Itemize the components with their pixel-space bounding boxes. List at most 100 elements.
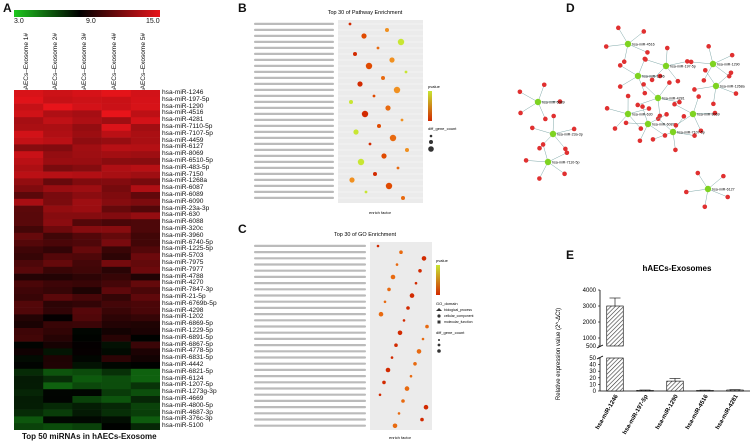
mirna-label: hsa-miR-1268a [162,177,208,185]
x-tick-label: hsa-miR-4516 [685,393,710,430]
heatmap-cell [130,396,160,404]
network-edge [552,133,566,150]
heatmap-cell [130,314,160,322]
heatmap-cell [14,130,44,138]
heatmap-cell [130,253,160,261]
heatmap-cell [101,90,132,98]
pathway-legend-pvalue: pvalue [428,84,441,89]
heatmap-cell [101,402,132,410]
target-gene-node [657,73,663,79]
heatmap-cell [72,362,102,370]
mirna-label: hsa-miR-4516 [162,109,204,117]
heatmap-cell [43,396,73,404]
go-dot [397,412,401,415]
go-dot [423,404,429,410]
sample-label: hAECs–Exosome 1# [23,33,30,93]
y-tick-label: 20 [589,376,596,382]
heatmap-cell [130,219,160,227]
pathway-dot [373,172,377,176]
domain-shape-cc [437,314,441,318]
heatmap-cell [43,219,73,227]
heatmap-cell [72,402,102,410]
target-gene-node [664,45,670,51]
mirna-label: hsa-miR-4778-5p [162,347,213,355]
pathway-term-label [254,130,334,133]
heatmap-cell [130,368,160,376]
go-dot [378,311,384,317]
heatmap-cell [101,389,132,397]
go-plot-area [370,242,432,430]
target-gene-node [543,116,548,122]
heatmap-cell [43,205,73,213]
target-gene-node [667,80,672,85]
heatmap-cell [72,334,102,342]
heatmap-cell [101,124,132,132]
network-edge [647,123,666,136]
network-edge [715,85,737,94]
go-dot [413,362,417,366]
target-gene-node [604,106,610,111]
mirna-label: hsa-miR-6740-5p [162,238,213,246]
heatmap-cell [14,96,44,104]
pathway-dot [372,94,376,98]
network-edge [520,101,539,114]
count-size-small [429,134,433,138]
heatmap-cell [43,287,73,295]
heatmap-cell [72,124,102,132]
y-tick-label: 0 [593,389,597,395]
target-gene-node [701,78,707,83]
heatmap-cell [101,110,132,118]
heatmap-cell [14,117,44,125]
network-edge [606,43,629,47]
pathway-term-label [254,136,334,139]
heatmap-cell [130,137,160,145]
mirna-node [712,82,720,90]
pathway-dot [400,118,404,122]
target-gene-node [673,123,679,128]
mirna-node-label: hsa-miR-1268a [720,85,745,89]
heatmap-cell [130,96,160,104]
heatmap-cell [101,219,132,227]
go-dot [385,367,391,373]
heatmap-cell [101,151,132,159]
pathway-term-label [254,106,334,109]
heatmap-cell [14,151,44,159]
heatmap-cell [130,212,160,220]
heatmap-cell [14,334,44,342]
heatmap-cell [72,273,102,281]
mirna-node-label: hsa-miR-4516 [632,43,655,47]
heatmap-cell [72,396,102,404]
heatmap-cell [43,151,73,159]
mirna-label: hsa-miR-6088 [162,218,204,226]
heatmap-cell [14,90,44,98]
heatmap-cell [72,212,102,220]
heatmap-cell [43,328,73,336]
heatmap-cell [130,90,160,98]
target-gene-node [695,170,701,176]
target-gene-node [692,87,697,92]
heatmap-cell [101,307,132,315]
heatmap-cell [72,280,102,288]
heatmap-cell [130,321,160,329]
mirna-label: hsa-miR-1207-5p [162,381,213,389]
target-gene-node [612,126,618,131]
heatmap-cell [130,355,160,363]
heatmap-cell [101,396,132,404]
target-gene-node [646,106,652,111]
heatmap-cell [43,110,73,118]
go-title: Top 30 of GO Enrichment [334,232,397,238]
heatmap-cell [72,164,102,172]
mirna-label: hsa-miR-8069 [162,150,204,158]
pathway-dot [353,52,357,56]
go-dot [387,287,391,292]
pathway-dot [381,153,387,159]
heatmap-cell [43,368,73,376]
heatmap-cell [130,171,160,179]
heatmap-cell [14,300,44,308]
heatmap-cell [14,171,44,179]
heatmap-cell [130,144,160,152]
heatmap-cell [43,280,73,288]
target-gene-node [711,101,716,107]
heatmap-cell [43,273,73,281]
sample-label: hAECs–Exosome 3# [81,33,89,93]
